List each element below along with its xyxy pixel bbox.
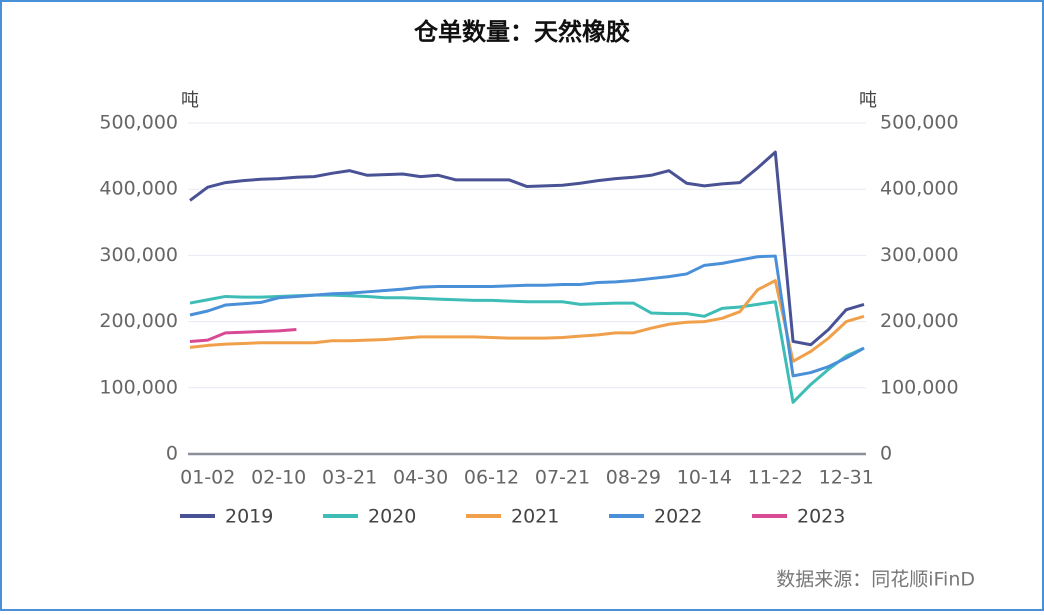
- x-tick-label: 03-21: [322, 467, 377, 489]
- chart-title: 仓单数量：天然橡胶: [413, 18, 630, 46]
- y2-tick-label: 400,000: [880, 178, 959, 200]
- y2-unit: 吨: [859, 90, 877, 111]
- source-note: 数据来源：同花顺iFinD: [776, 569, 975, 591]
- x-tick-label: 01-02: [180, 467, 235, 489]
- legend-label: 2019: [225, 506, 273, 528]
- legend-label: 2020: [368, 506, 416, 528]
- y2-tick-label: 200,000: [880, 310, 959, 332]
- y-tick-label: 100,000: [99, 376, 178, 398]
- y2-tick-label: 300,000: [880, 244, 959, 266]
- legend-label: 2022: [654, 506, 702, 528]
- y2-tick-label: 0: [880, 443, 892, 465]
- x-tick-label: 06-12: [464, 467, 519, 489]
- x-tick-label: 08-29: [606, 467, 661, 489]
- series-line: [189, 254, 865, 378]
- x-tick-label: 02-10: [251, 467, 306, 489]
- y-tick-label: 500,000: [99, 112, 178, 134]
- x-tick-label: 10-14: [677, 467, 732, 489]
- series-line: [189, 279, 865, 363]
- legend-label: 2021: [511, 506, 559, 528]
- y2-tick-label: 500,000: [880, 112, 959, 134]
- series-line: [189, 328, 297, 343]
- x-tick-label: 12-31: [819, 467, 874, 489]
- x-tick-label: 07-21: [535, 467, 590, 489]
- y-unit: 吨: [181, 90, 199, 111]
- legend-label: 2023: [797, 506, 845, 528]
- x-tick-label: 11-22: [748, 467, 803, 489]
- y-tick-label: 0: [166, 443, 178, 465]
- y-tick-label: 200,000: [99, 310, 178, 332]
- y-tick-label: 300,000: [99, 244, 178, 266]
- series-line: [189, 150, 865, 347]
- x-tick-label: 04-30: [393, 467, 448, 489]
- y-tick-label: 400,000: [99, 178, 178, 200]
- y2-tick-label: 100,000: [880, 376, 959, 398]
